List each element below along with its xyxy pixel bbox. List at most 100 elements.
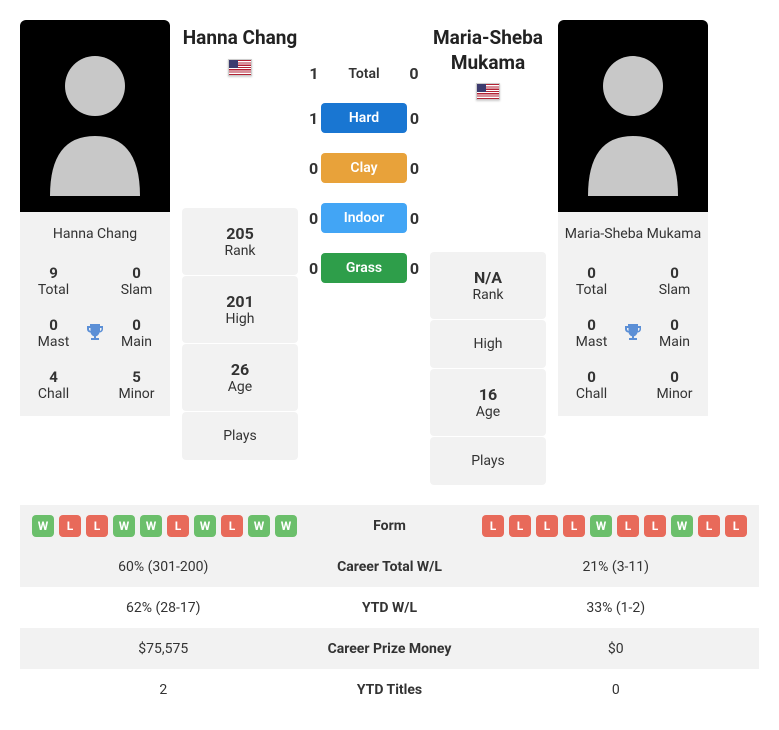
trophy-icon <box>83 321 107 345</box>
surface-pill-hard[interactable]: Hard <box>321 103 407 133</box>
player2-minor-titles: 0 Minor <box>645 368 704 402</box>
loss-badge: L <box>698 515 720 537</box>
surface-pill-clay[interactable]: Clay <box>321 153 407 183</box>
h2h-surface-row: 0Grass0 <box>306 253 422 283</box>
win-badge: W <box>671 515 693 537</box>
h2h-surface-row: 0Indoor0 <box>306 203 422 233</box>
form-label: Form <box>297 518 482 534</box>
win-badge: W <box>275 515 297 537</box>
h2h-total-p1: 1 <box>306 64 322 83</box>
h2h-p1-count: 0 <box>306 259 321 278</box>
player2-card: Maria-Sheba Mukama 0 Total 0 Slam 0 Mast… <box>558 20 708 485</box>
player1-main-titles: 0 Main <box>107 316 166 350</box>
loss-badge: L <box>563 515 585 537</box>
compare-row: 62% (28-17)YTD W/L33% (1-2) <box>20 587 759 628</box>
surface-pill-indoor[interactable]: Indoor <box>321 203 407 233</box>
trophy-icon-wrapper <box>621 264 645 402</box>
player1-form: WLLWWLWLWW <box>32 515 297 537</box>
compare-row: 2YTD Titles0 <box>20 669 759 710</box>
loss-badge: L <box>644 515 666 537</box>
h2h-p2-count: 0 <box>407 159 422 178</box>
player2-form: LLLLWLLWLL <box>482 515 747 537</box>
player2-name-block: Maria-Sheba Mukama N/A Rank High 16 Age … <box>430 20 546 485</box>
loss-badge: L <box>482 515 504 537</box>
player2-plays: Plays <box>430 437 546 485</box>
player2-slam-titles: 0 Slam <box>645 264 704 298</box>
compare-label: YTD Titles <box>295 682 485 698</box>
win-badge: W <box>248 515 270 537</box>
h2h-surface-row: 1Hard0 <box>306 103 422 133</box>
compare-p2-value: 0 <box>485 682 748 698</box>
player2-main-titles: 0 Main <box>645 316 704 350</box>
loss-badge: L <box>86 515 108 537</box>
loss-badge: L <box>536 515 558 537</box>
us-flag-icon <box>476 83 500 100</box>
h2h-p1-count: 0 <box>306 209 321 228</box>
person-silhouette-icon <box>578 36 688 196</box>
h2h-center-column: 1 Total 0 1Hard00Clay00Indoor00Grass0 <box>306 64 422 485</box>
player1-mast-titles: 0 Mast <box>24 316 83 350</box>
h2h-p2-count: 0 <box>407 209 422 228</box>
player1-card: Hanna Chang 9 Total 0 Slam 0 Mast 0 Mai <box>20 20 170 485</box>
player1-titles-grid: 9 Total 0 Slam 0 Mast 0 Main 4 <box>20 256 170 416</box>
loss-badge: L <box>509 515 531 537</box>
win-badge: W <box>113 515 135 537</box>
player2-mast-titles: 0 Mast <box>562 316 621 350</box>
h2h-p1-count: 0 <box>306 159 321 178</box>
form-row: WLLWWLWLWW Form LLLLWLLWLL <box>20 505 759 546</box>
player1-high: 201 High <box>182 276 298 343</box>
loss-badge: L <box>221 515 243 537</box>
win-badge: W <box>140 515 162 537</box>
compare-row: $75,575Career Prize Money$0 <box>20 628 759 669</box>
h2h-p2-count: 0 <box>407 259 422 278</box>
h2h-total-p2: 0 <box>406 64 422 83</box>
trophy-icon <box>621 321 645 345</box>
person-silhouette-icon <box>40 36 150 196</box>
compare-p1-value: 2 <box>32 682 295 698</box>
player2-photo <box>558 20 708 212</box>
compare-row: 60% (301-200)Career Total W/L21% (3-11) <box>20 546 759 587</box>
compare-p1-value: $75,575 <box>32 641 295 657</box>
loss-badge: L <box>59 515 81 537</box>
win-badge: W <box>590 515 612 537</box>
win-badge: W <box>194 515 216 537</box>
player1-name-label: Hanna Chang <box>20 212 170 256</box>
player2-rank: N/A Rank <box>430 252 546 319</box>
player1-minor-titles: 5 Minor <box>107 368 166 402</box>
h2h-p1-count: 1 <box>306 109 321 128</box>
player2-high: High <box>430 320 546 368</box>
player1-slam-titles: 0 Slam <box>107 264 166 298</box>
h2h-total-row: 1 Total 0 <box>306 64 422 83</box>
player2-total-titles: 0 Total <box>562 264 621 298</box>
h2h-surface-row: 0Clay0 <box>306 153 422 183</box>
player1-chall-titles: 4 Chall <box>24 368 83 402</box>
loss-badge: L <box>725 515 747 537</box>
h2h-p2-count: 0 <box>407 109 422 128</box>
compare-p2-value: 33% (1-2) <box>485 600 748 616</box>
compare-label: YTD W/L <box>295 600 485 616</box>
loss-badge: L <box>167 515 189 537</box>
player1-name-block: Hanna Chang 205 Rank 201 High 26 Age Pla… <box>182 20 298 485</box>
player2-big-name: Maria-Sheba Mukama <box>430 26 546 75</box>
compare-p1-value: 60% (301-200) <box>32 559 295 575</box>
player2-name-label: Maria-Sheba Mukama <box>558 212 708 256</box>
surface-pill-grass[interactable]: Grass <box>321 253 407 283</box>
player1-photo <box>20 20 170 212</box>
compare-p2-value: $0 <box>485 641 748 657</box>
compare-label: Career Prize Money <box>295 641 485 657</box>
compare-p2-value: 21% (3-11) <box>485 559 748 575</box>
loss-badge: L <box>617 515 639 537</box>
us-flag-icon <box>228 59 252 76</box>
comparison-table: WLLWWLWLWW Form LLLLWLLWLL 60% (301-200)… <box>20 505 759 710</box>
trophy-icon-wrapper <box>83 264 107 402</box>
player2-chall-titles: 0 Chall <box>562 368 621 402</box>
compare-p1-value: 62% (28-17) <box>32 600 295 616</box>
head-to-head-top: Hanna Chang 9 Total 0 Slam 0 Mast 0 Mai <box>20 20 759 485</box>
player1-big-name: Hanna Chang <box>182 26 298 51</box>
player2-stat-column: N/A Rank High 16 Age Plays <box>430 252 546 485</box>
player1-plays: Plays <box>182 412 298 460</box>
compare-label: Career Total W/L <box>295 559 485 575</box>
h2h-total-label: Total <box>348 66 379 82</box>
player1-total-titles: 9 Total <box>24 264 83 298</box>
win-badge: W <box>32 515 54 537</box>
